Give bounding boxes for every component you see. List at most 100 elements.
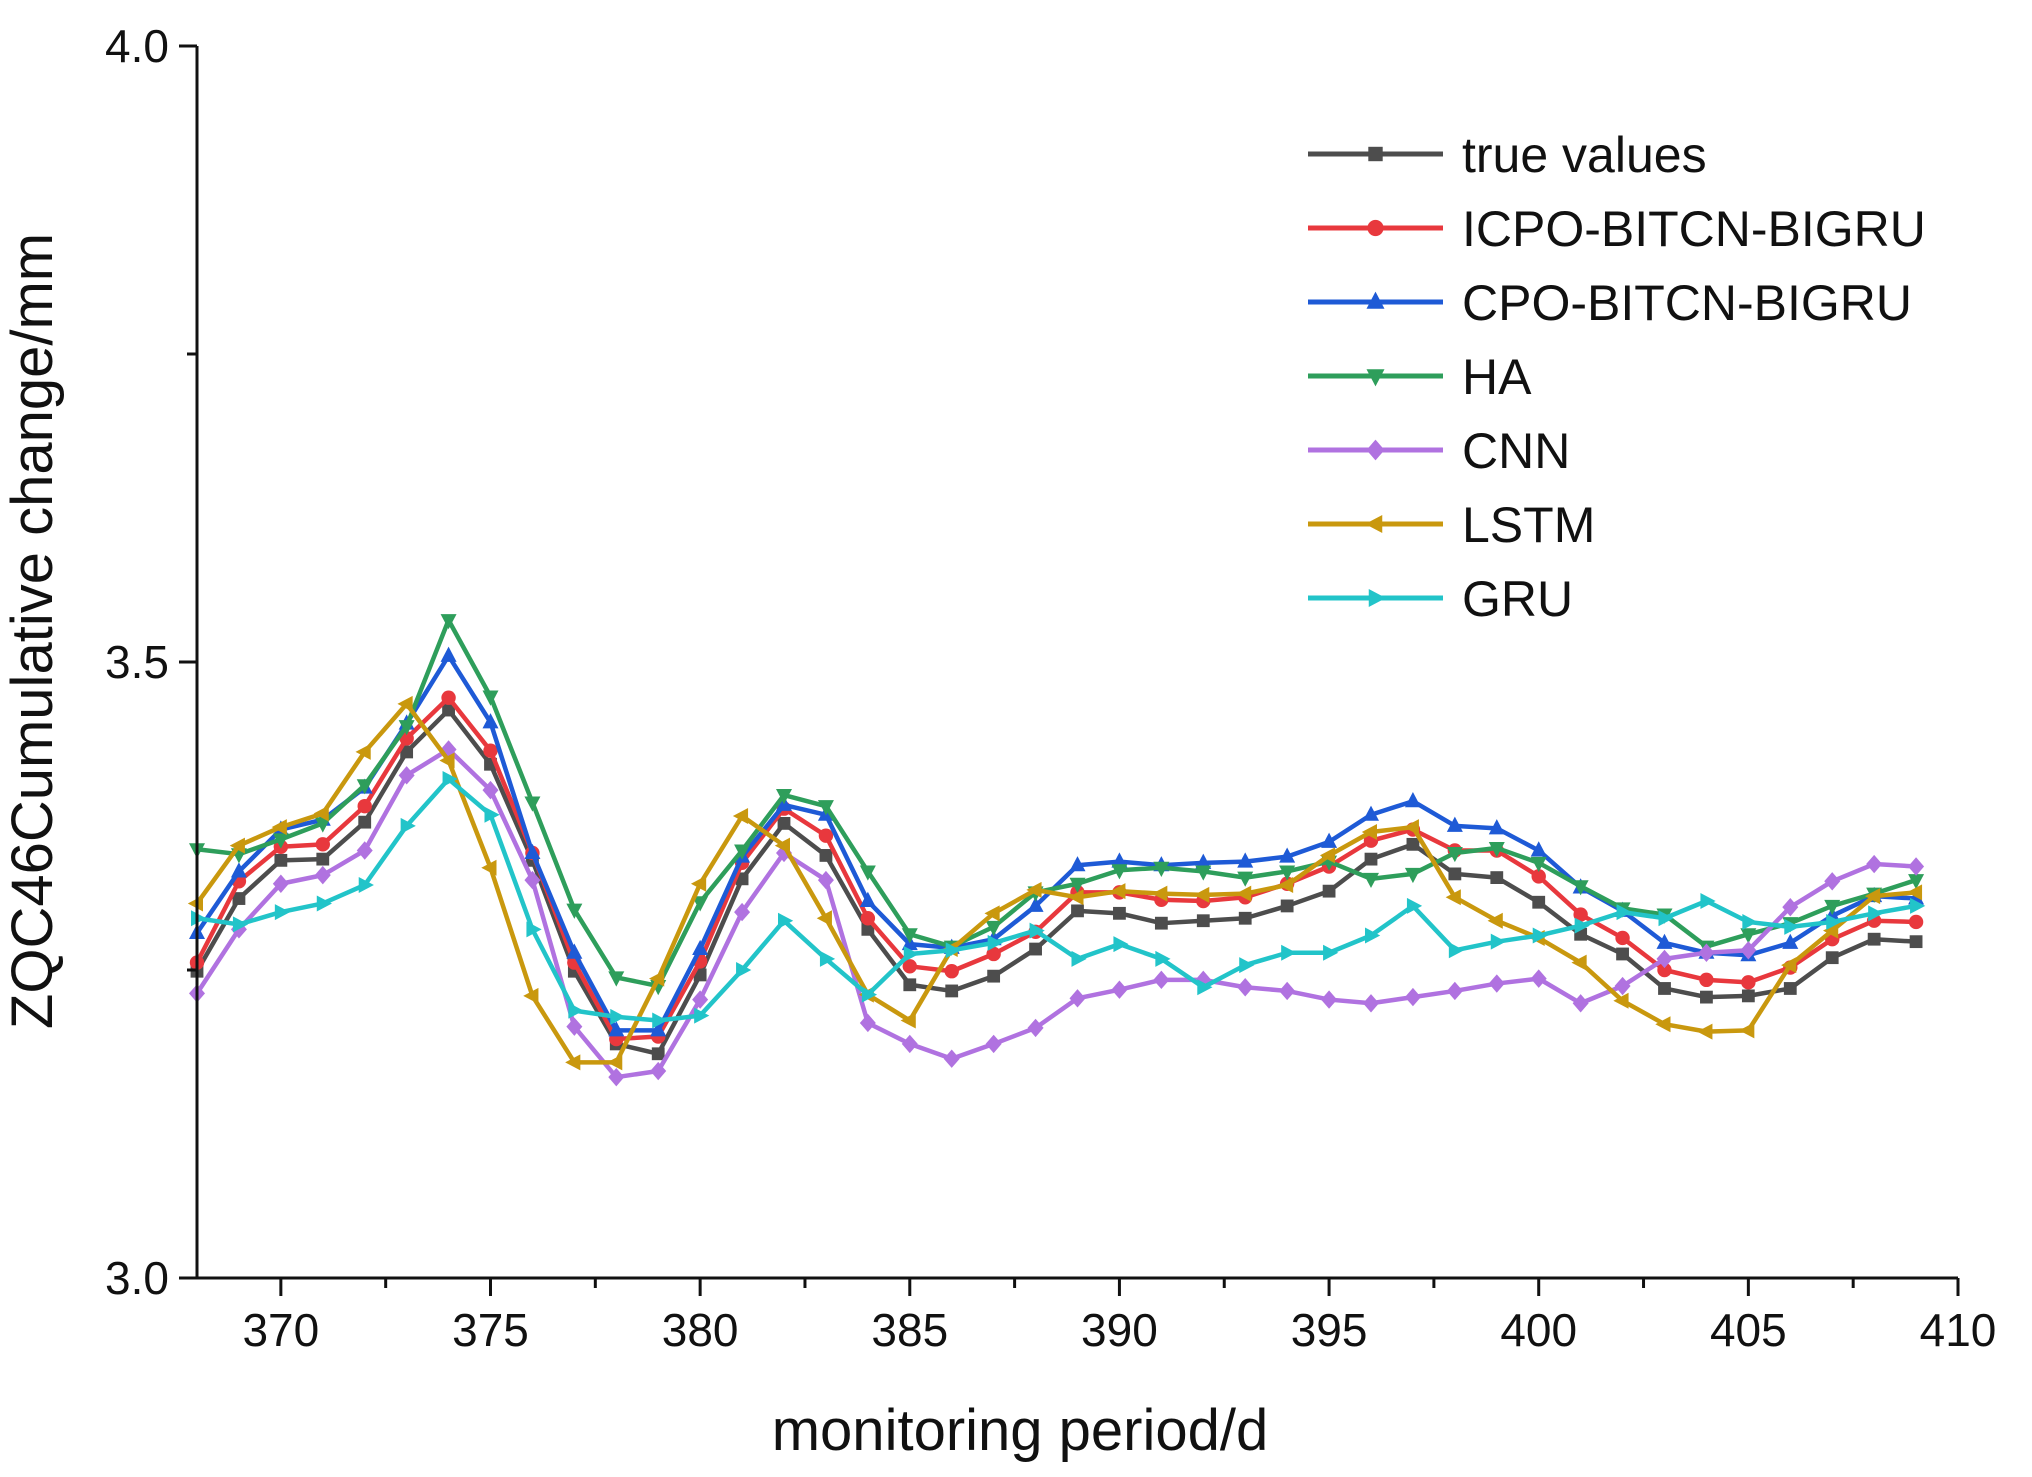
data-point-lstm — [229, 837, 245, 854]
data-point-ha — [1740, 928, 1757, 944]
data-point-true-values — [1616, 947, 1629, 961]
data-point-cnn — [482, 780, 499, 800]
data-point-cnn — [859, 1013, 876, 1033]
data-point-true-values — [358, 815, 372, 829]
data-point-icpo-bitcn-bigru — [441, 690, 456, 705]
data-point-cpo-bitcn-bigru — [859, 891, 876, 908]
legend-label: ICPO-BITCN-BIGRU — [1462, 201, 1926, 257]
data-point-lstm — [1445, 889, 1461, 906]
data-point-lstm — [900, 1012, 916, 1029]
data-point-lstm — [1403, 819, 1419, 836]
data-point-gru — [1616, 904, 1632, 921]
legend-swatch-marker — [1366, 369, 1385, 387]
data-point-lstm — [1781, 957, 1797, 974]
data-point-true-values — [1490, 871, 1504, 884]
data-point-gru — [1239, 957, 1255, 974]
series-line-true-values — [195, 707, 1917, 1057]
x-tick-label: 380 — [662, 1304, 739, 1356]
data-point-cnn — [1111, 980, 1128, 999]
data-point-cpo-bitcn-bigru — [1363, 805, 1379, 821]
data-point-lstm — [187, 895, 203, 912]
data-point-ha — [776, 789, 792, 805]
data-point-gru — [1029, 922, 1045, 939]
series-line-icpo-bitcn-bigru — [195, 695, 1917, 1042]
data-point-gru — [1742, 913, 1758, 930]
y-tick-label: 3.0 — [105, 1252, 169, 1304]
legend-label: CNN — [1462, 423, 1570, 479]
data-point-gru — [1365, 927, 1381, 944]
data-point-ha — [985, 920, 1002, 937]
data-point-cnn — [524, 870, 541, 890]
legend-item-cpo-bitcn-bigru: CPO-BITCN-BIGRU — [1308, 275, 1912, 331]
data-point-true-values — [1825, 951, 1839, 965]
data-point-true-values — [1532, 895, 1546, 909]
data-point-ha — [398, 720, 415, 736]
data-point-lstm — [649, 970, 665, 987]
x-tick-label: 395 — [1291, 1304, 1368, 1356]
data-point-cpo-bitcn-bigru — [1237, 852, 1254, 868]
data-point-cnn — [272, 874, 289, 893]
data-point-true-values — [1196, 914, 1210, 928]
data-point-true-values — [1113, 906, 1126, 920]
y-tick-label: 3.5 — [105, 636, 169, 688]
data-point-cpo-bitcn-bigru — [1782, 933, 1799, 949]
data-point-cpo-bitcn-bigru — [566, 943, 583, 959]
data-point-cnn — [901, 1034, 918, 1054]
data-point-gru — [1784, 918, 1800, 935]
legend-swatch-marker — [1366, 291, 1385, 309]
series-line-lstm — [195, 701, 1917, 1065]
data-point-gru — [819, 950, 836, 967]
data-point-true-values — [1909, 935, 1923, 949]
data-point-gru — [903, 945, 919, 962]
x-tick-label: 405 — [1710, 1304, 1787, 1356]
data-point-true-values — [274, 853, 288, 867]
data-point-cnn — [1908, 857, 1925, 876]
data-point-gru — [400, 817, 416, 834]
data-point-gru — [694, 1007, 710, 1024]
data-point-lstm — [565, 1054, 581, 1071]
data-point-cpo-bitcn-bigru — [1027, 896, 1044, 912]
data-point-true-values — [316, 852, 330, 866]
data-point-gru — [1281, 944, 1297, 961]
data-point-cpo-bitcn-bigru — [1488, 819, 1505, 835]
data-point-cnn — [398, 766, 415, 785]
data-point-cpo-bitcn-bigru — [608, 1021, 625, 1037]
data-point-cnn — [985, 1034, 1002, 1054]
data-point-lstm — [1655, 1016, 1671, 1033]
plot-area: 370 375 380 385 390 395 400 405 410 3.0 3.5 4.0 — [105, 20, 1996, 1356]
legend-item-cnn: CNN — [1308, 423, 1570, 479]
data-point-ha — [1279, 865, 1296, 881]
data-point-cnn — [1656, 949, 1673, 969]
x-tick-label: 400 — [1500, 1304, 1577, 1356]
data-point-icpo-bitcn-bigru — [1615, 930, 1630, 946]
data-point-cnn — [943, 1049, 960, 1068]
data-point-ha — [566, 903, 583, 919]
data-point-ha — [356, 779, 373, 795]
x-tick-label: 385 — [871, 1304, 948, 1356]
data-point-icpo-bitcn-bigru — [902, 959, 917, 974]
data-point-true-values — [400, 745, 414, 759]
data-point-lstm — [1823, 922, 1839, 939]
data-point-gru — [316, 895, 332, 912]
data-point-lstm — [1194, 886, 1210, 903]
data-point-icpo-bitcn-bigru — [818, 828, 834, 843]
data-point-ha — [482, 690, 499, 706]
data-point-lstm — [1697, 1023, 1713, 1040]
data-point-true-values — [1322, 884, 1336, 898]
data-point-ha — [1824, 899, 1841, 916]
data-point-cpo-bitcn-bigru — [1195, 853, 1212, 869]
data-point-gru — [610, 1008, 626, 1025]
data-point-lstm — [732, 808, 749, 824]
data-point-cnn — [1866, 854, 1883, 874]
data-point-lstm — [1236, 885, 1252, 902]
data-point-ha — [1530, 856, 1547, 873]
data-point-cnn — [1740, 941, 1757, 960]
data-point-cnn — [817, 870, 834, 890]
data-point-lstm — [690, 875, 707, 892]
data-point-gru — [191, 910, 207, 927]
data-point-gru — [358, 876, 374, 893]
legend-swatch-marker — [1368, 146, 1383, 162]
data-point-cpo-bitcn-bigru — [1656, 933, 1673, 949]
data-point-gru — [1490, 933, 1506, 950]
data-point-lstm — [1864, 888, 1881, 905]
